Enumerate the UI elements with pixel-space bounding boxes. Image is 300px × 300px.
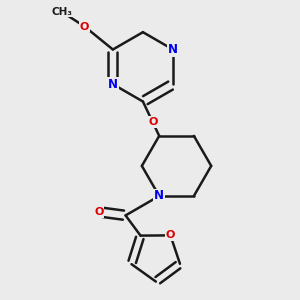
Text: N: N <box>108 78 118 91</box>
Text: N: N <box>154 190 164 202</box>
Text: N: N <box>168 43 178 56</box>
Text: O: O <box>80 22 89 32</box>
Text: O: O <box>148 117 158 127</box>
Text: O: O <box>166 230 175 240</box>
Text: O: O <box>94 207 104 217</box>
Text: CH₃: CH₃ <box>51 7 72 17</box>
